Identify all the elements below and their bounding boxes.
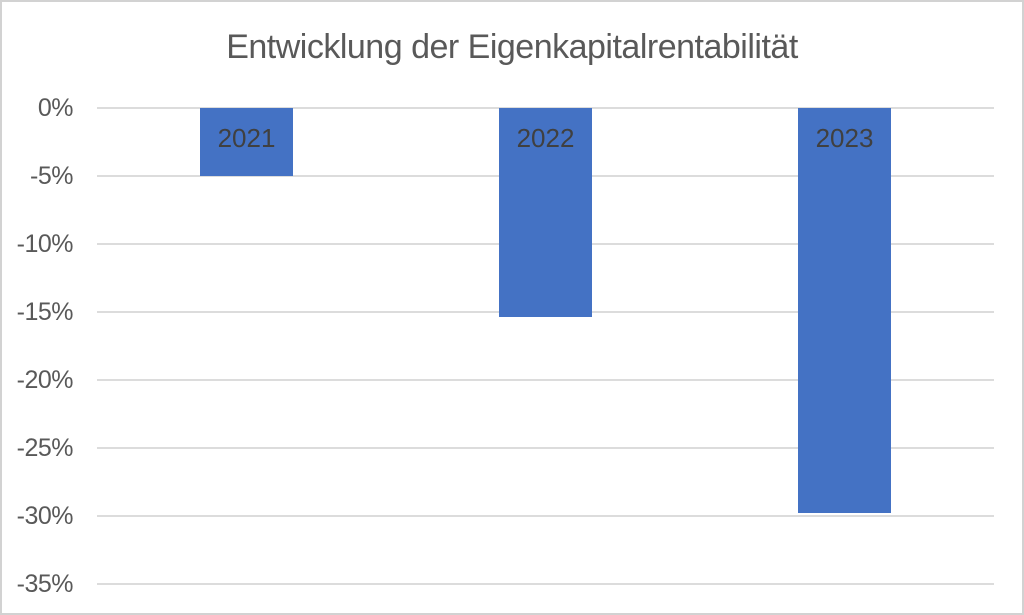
gridline--25pct <box>97 447 994 449</box>
y-tick-label: -10% <box>16 230 74 258</box>
chart-title: Entwicklung der Eigenkapitalrentabilität <box>226 28 798 66</box>
y-tick-label: -35% <box>16 570 74 598</box>
y-tick-label: -20% <box>16 366 74 394</box>
y-tick-label: -5% <box>30 162 73 190</box>
y-tick-label: -25% <box>16 434 74 462</box>
bar-2022: 2022 <box>499 108 592 318</box>
bar-2021: 2021 <box>200 108 293 176</box>
bar-2023: 2023 <box>798 108 891 514</box>
bar-label-2021: 2021 <box>217 123 276 153</box>
y-axis: 0% -5% -10% -15% -20% -25% -30% -35% <box>2 94 74 598</box>
bar-label-2023: 2023 <box>815 123 874 153</box>
gridline--35pct <box>97 583 994 585</box>
plot-area: 2021 2022 2023 <box>97 107 994 585</box>
y-tick-label: -15% <box>16 298 74 326</box>
gridline--30pct <box>97 515 994 517</box>
bar-label-2022: 2022 <box>516 123 575 153</box>
gridline--20pct <box>97 379 994 381</box>
y-tick-label: 0% <box>37 94 74 122</box>
y-tick-label: -30% <box>16 502 74 530</box>
